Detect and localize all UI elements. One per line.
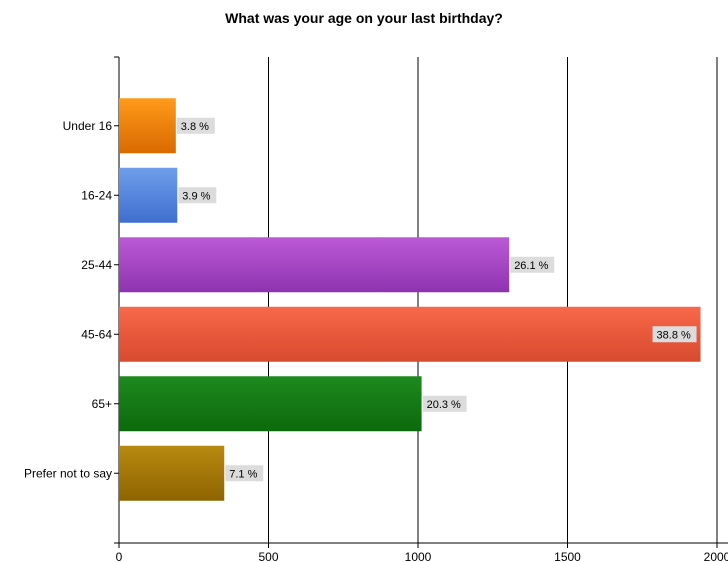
bar-under-16 xyxy=(119,98,176,154)
data-label-box xyxy=(176,117,215,134)
data-label-box xyxy=(178,187,217,204)
x-tick-label: 0 xyxy=(116,550,123,562)
bar-16-24 xyxy=(119,167,178,223)
labels: Under 16 3.8 % 16-24 3.9 % 25-44 26.1 % 45-64 3… xyxy=(24,117,697,482)
x-tick-label: 1500 xyxy=(554,550,581,562)
data-label: 20.3 % xyxy=(427,399,461,411)
data-label: 3.8 % xyxy=(181,121,209,133)
category-label: 25-44 xyxy=(81,258,112,272)
gridlines xyxy=(268,57,718,543)
bars xyxy=(119,98,701,501)
bar-prefer-not-to-say xyxy=(119,445,225,501)
category-label: 65+ xyxy=(92,397,112,411)
data-label: 26.1 % xyxy=(514,260,548,272)
bar-65- xyxy=(119,376,422,432)
bar-45-64 xyxy=(119,306,701,362)
data-label-box xyxy=(422,395,467,412)
category-label: Prefer not to say xyxy=(24,466,112,480)
chart-title: What was your age on your last birthday? xyxy=(225,10,503,26)
data-label: 3.9 % xyxy=(182,190,210,202)
category-label: 45-64 xyxy=(81,327,112,341)
data-label-box xyxy=(225,465,264,482)
x-tick-label: 1000 xyxy=(405,550,432,562)
x-tick-label: 500 xyxy=(258,550,278,562)
bar-25-44 xyxy=(119,237,510,293)
data-label-box xyxy=(652,326,697,343)
category-label: Under 16 xyxy=(63,119,113,133)
x-tick-label: 2000 xyxy=(704,550,728,562)
category-label: 16-24 xyxy=(81,188,112,202)
data-label-box xyxy=(510,256,555,273)
data-label: 38.8 % xyxy=(657,329,691,341)
data-label: 7.1 % xyxy=(229,468,257,480)
